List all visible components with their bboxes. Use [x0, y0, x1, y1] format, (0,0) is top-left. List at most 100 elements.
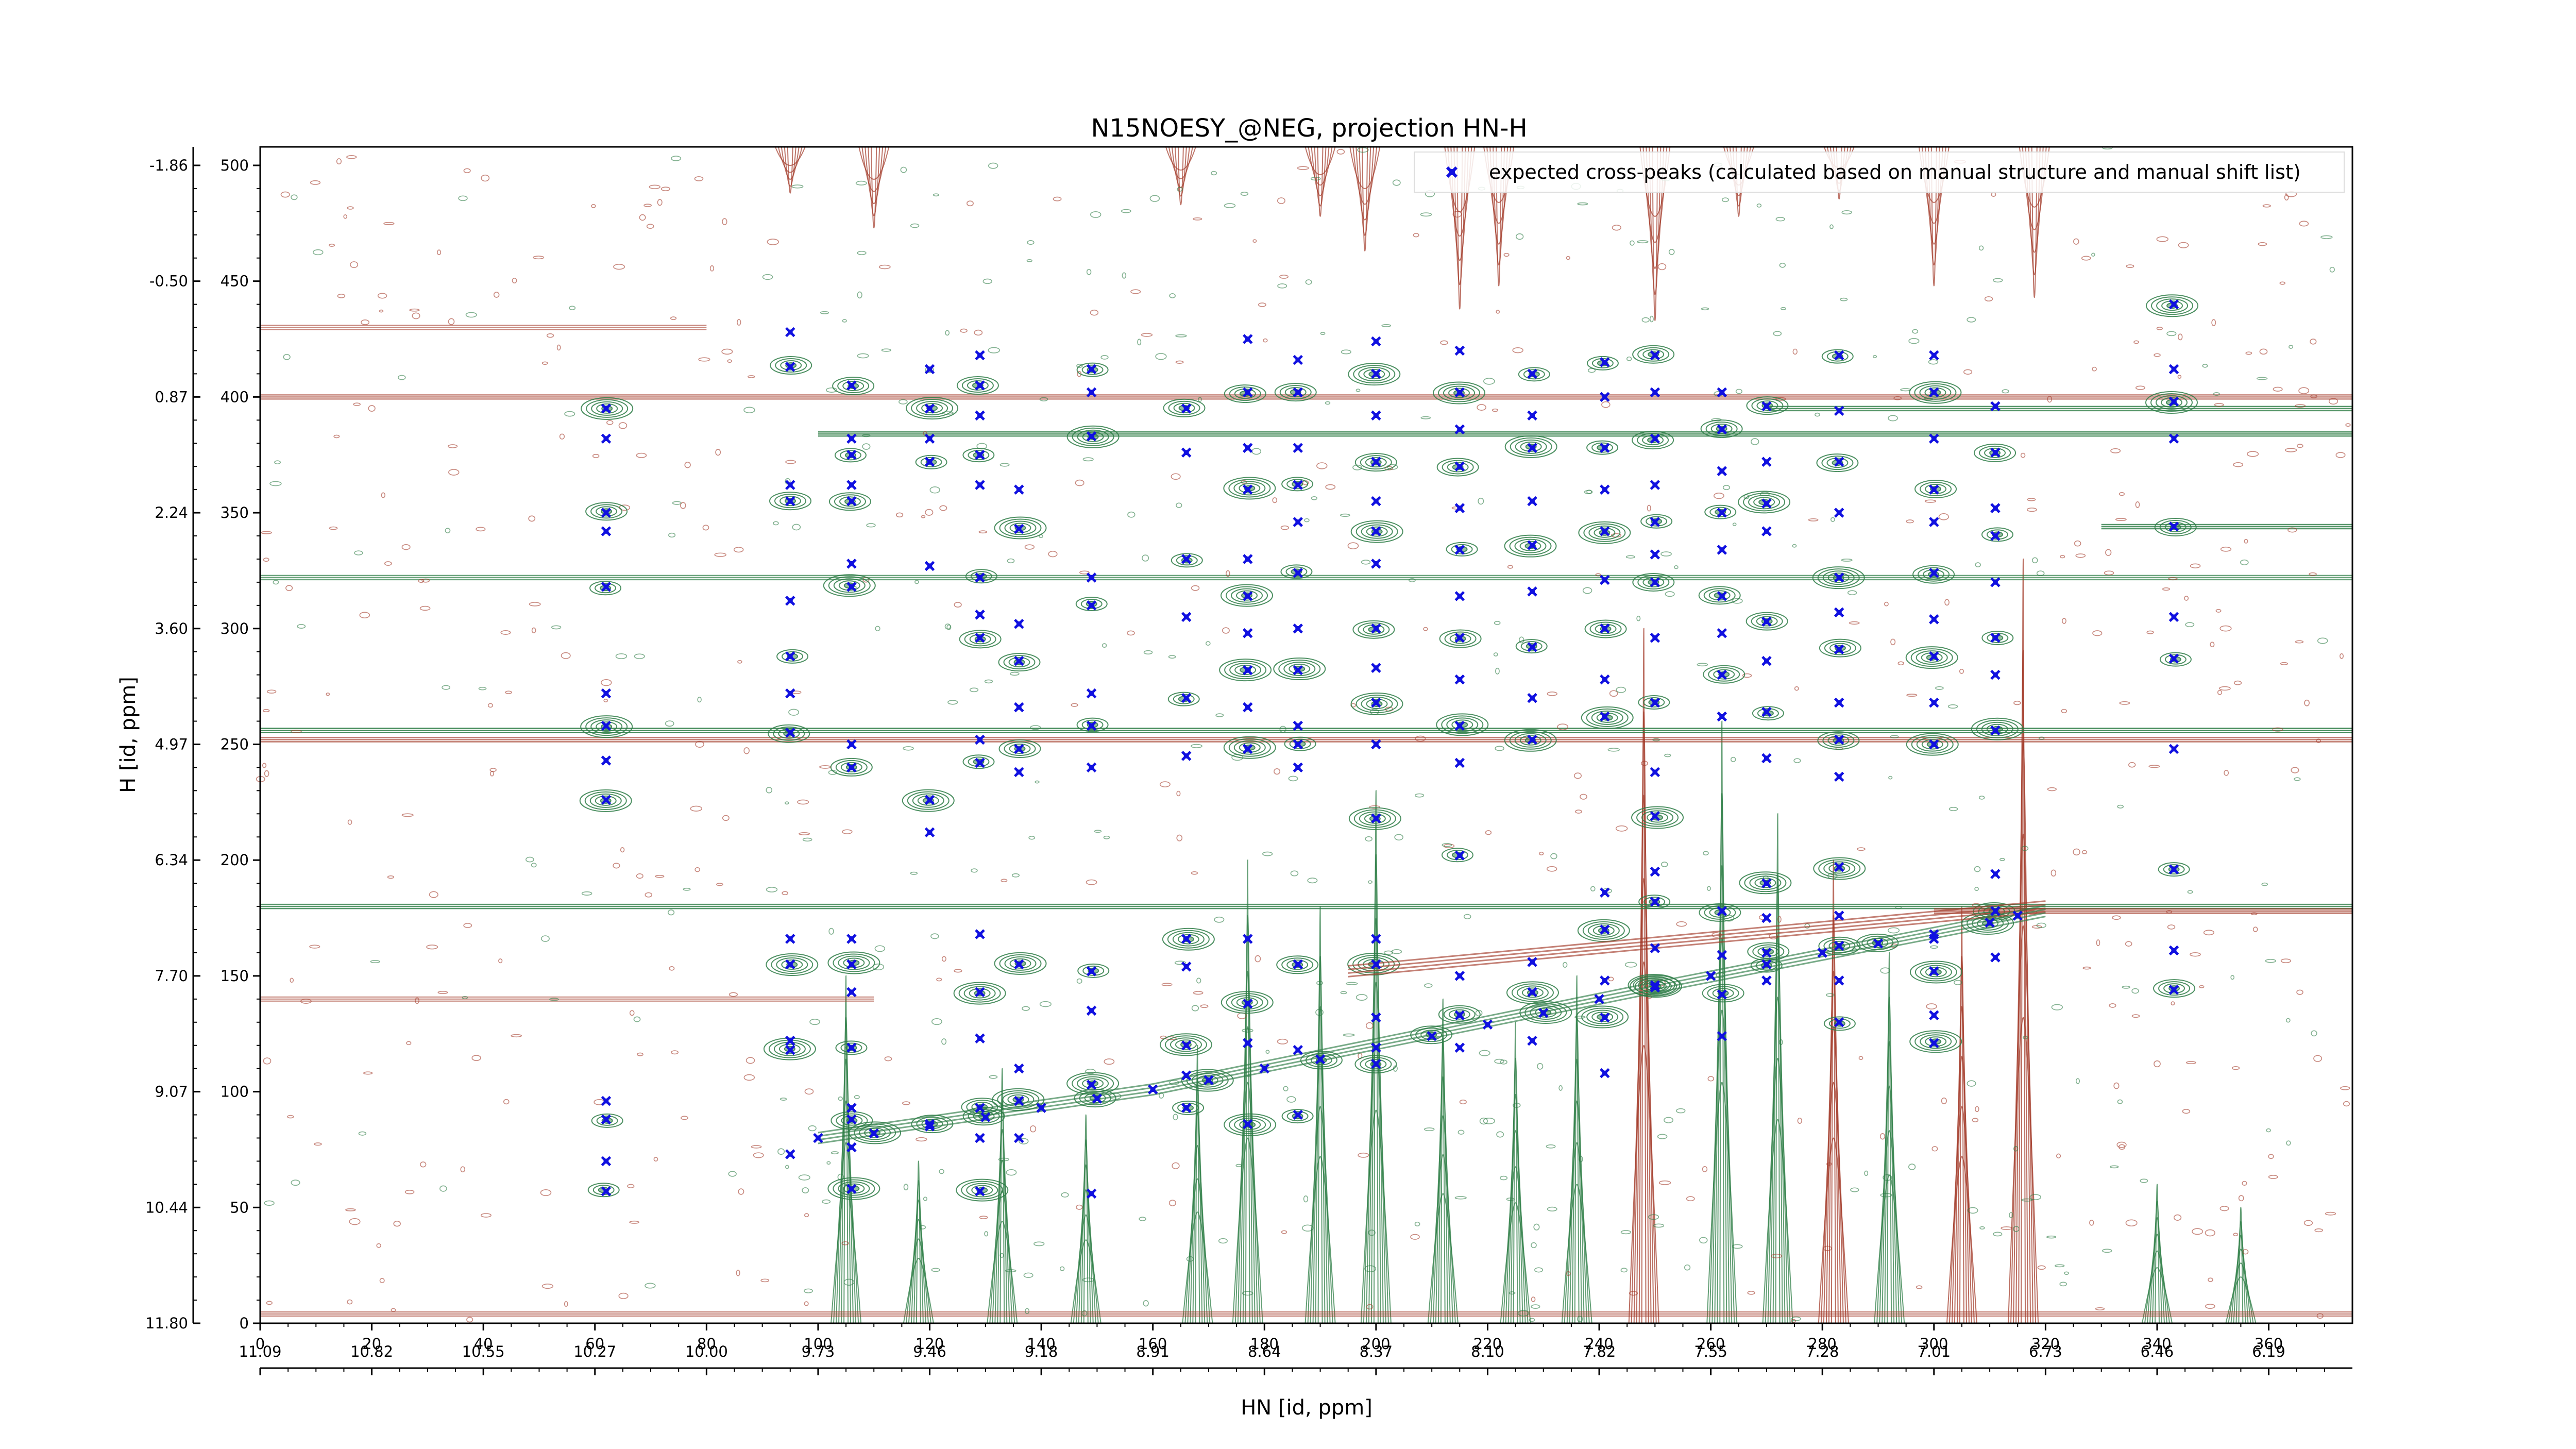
peak-contour: [1504, 534, 1557, 558]
peak-contour: [962, 754, 995, 769]
ridge-contour: [1887, 952, 1892, 1324]
cross-peak-marker: [1650, 632, 1660, 643]
noise-contour: [2061, 709, 2067, 714]
noise-contour: [1641, 317, 1650, 323]
noise-contour: [910, 223, 920, 228]
x-ppm-tick-label: 7.01: [1918, 1343, 1951, 1360]
peak-contour: [1438, 383, 1481, 402]
noise-contour: [1756, 203, 1762, 208]
peak-contour: [1743, 493, 1786, 512]
noise-contour: [1665, 591, 1675, 597]
peak-contour: [1171, 553, 1203, 568]
noise-contour: [1620, 1230, 1632, 1235]
noise-contour: [1906, 694, 1918, 697]
peak-contour: [1584, 619, 1627, 638]
peak-contour: [839, 496, 861, 507]
noise-contour: [2125, 1219, 2138, 1227]
cross-peak-marker: [1014, 524, 1024, 534]
noise-contour: [1615, 825, 1628, 832]
noise-contour: [1546, 866, 1557, 872]
noise-contour: [1279, 726, 1286, 733]
legend-entry: expected cross-peaks (calculated based o…: [1489, 161, 2301, 183]
cross-peak-marker: [975, 449, 985, 460]
peak-contour: [596, 506, 618, 517]
noise-contour: [1286, 1096, 1296, 1103]
cross-peak-marker: [1527, 957, 1537, 967]
ridge-contour: [858, 146, 890, 180]
noise-contour: [773, 521, 779, 526]
peak-contour: [1909, 961, 1962, 984]
noise-contour: [988, 347, 1000, 353]
noise-contour: [274, 460, 281, 465]
diagonal-contour: [1348, 911, 2046, 978]
peak-contour: [1710, 424, 1733, 434]
cross-peak-marker: [975, 350, 985, 361]
cross-peak-marker: [1717, 466, 1727, 476]
peak-contour: [768, 724, 810, 743]
noise-contour: [1516, 233, 1524, 240]
peak-contour: [1699, 903, 1741, 922]
cross-peak-marker: [1717, 1031, 1727, 1041]
cross-peak-marker: [2168, 864, 2179, 874]
noise-contour: [2126, 264, 2134, 268]
noise-contour: [2329, 266, 2335, 273]
noise-contour: [1369, 805, 1380, 809]
noise-contour: [2173, 1214, 2182, 1221]
peak-contour: [1827, 572, 1850, 583]
noise-contour: [1086, 268, 1092, 275]
peak-contour: [1979, 445, 2011, 460]
peak-contour: [843, 1183, 865, 1194]
noise-contour: [347, 819, 352, 825]
peak-contour: [776, 957, 808, 972]
peak-contour: [842, 380, 865, 391]
noise-contour: [1420, 416, 1431, 419]
cross-peak-marker: [1086, 1080, 1097, 1090]
noise-contour: [1888, 415, 1898, 422]
peak-contour: [773, 726, 805, 741]
cross-peak-marker: [975, 1103, 985, 1113]
noise-contour: [1496, 1131, 1504, 1138]
cross-peak-marker: [1600, 526, 1610, 536]
noise-contour: [1420, 212, 1432, 217]
peak-contour: [1818, 859, 1861, 878]
peak-contour: [1751, 614, 1783, 629]
noise-contour: [753, 1152, 764, 1158]
plot-frame: [259, 146, 2353, 1324]
noise-contour: [528, 515, 536, 522]
noise-contour: [1948, 806, 1958, 812]
noise-contour: [694, 867, 700, 872]
noise-contour: [1975, 562, 1981, 567]
cross-peak-marker: [1454, 1042, 1465, 1053]
noise-contour: [899, 399, 908, 405]
noise-contour: [559, 433, 565, 440]
noise-contour: [2037, 1265, 2046, 1270]
noise-contour: [337, 293, 346, 298]
noise-contour: [2219, 1206, 2229, 1211]
ridge-contour: [903, 1258, 934, 1324]
noise-contour: [1563, 962, 1568, 968]
peak-contour: [961, 378, 994, 393]
noise-contour: [945, 330, 950, 336]
noise-contour: [1383, 950, 1394, 955]
noise-contour: [671, 1050, 679, 1055]
noise-contour: [591, 204, 596, 208]
peak-contour: [1281, 1109, 1314, 1124]
noise-contour: [1143, 1300, 1149, 1307]
cross-peak-marker: [601, 720, 612, 731]
noise-contour: [684, 461, 691, 468]
noise-contour: [1272, 497, 1278, 503]
cross-peak-marker: [1834, 457, 1844, 467]
peak-contour: [1826, 351, 1849, 362]
peak-contour: [994, 516, 1047, 540]
noise-contour: [2311, 1030, 2317, 1037]
peak-contour: [1229, 1115, 1272, 1134]
noise-contour: [1509, 1291, 1516, 1295]
noise-contour: [1423, 627, 1428, 631]
noise-contour: [2190, 952, 2201, 957]
cross-peak-marker: [1181, 554, 1192, 564]
noise-contour: [1005, 1269, 1016, 1273]
noise-contour: [1512, 347, 1523, 353]
cross-peak-marker: [1761, 913, 1772, 923]
noise-contour: [309, 945, 320, 949]
noise-contour: [1191, 1005, 1199, 1012]
